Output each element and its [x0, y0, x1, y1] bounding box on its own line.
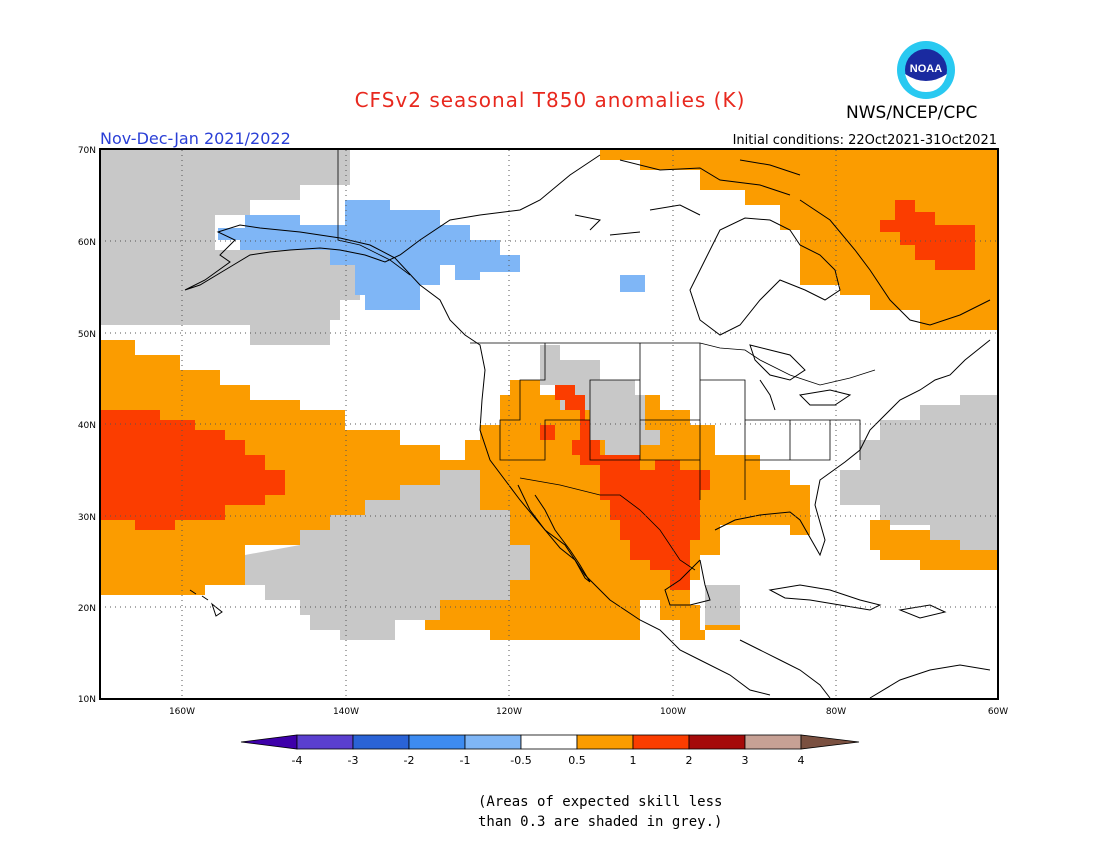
initial-conditions-label: Initial conditions: 22Oct2021-31Oct2021	[732, 133, 997, 148]
lat-label: 40N	[78, 421, 96, 431]
colorbar: -4 -3 -2 -1 -0.5 0.5 1 2 3 4	[240, 734, 860, 767]
colorbar-tick-label: -2	[404, 754, 415, 767]
colorbar-tick-label: -3	[348, 754, 359, 767]
coast-gulf-mexico	[664, 339, 991, 606]
us-mexico-border	[519, 477, 696, 571]
colorbar-cell	[408, 734, 466, 750]
grey-area-east-pacific	[245, 470, 530, 640]
organization-label: NWS/NCEP/CPC	[846, 103, 978, 123]
coast-baja	[517, 484, 591, 583]
anomaly-field	[100, 150, 998, 699]
coast-cuba	[768, 584, 947, 619]
blue-area-hudson	[620, 275, 645, 292]
map-frame	[99, 148, 999, 700]
red-area-southern-plains	[600, 455, 710, 590]
orange-area-arctic-canada	[600, 150, 998, 330]
map-title: CFSv2 seasonal T850 anomalies (K)	[354, 88, 746, 112]
lat-label: 60N	[78, 238, 96, 248]
us-state-lines	[499, 343, 861, 500]
coast-central-america	[739, 639, 831, 699]
lon-label: 160W	[169, 707, 195, 717]
red-area-southwest	[555, 385, 600, 465]
red-area-labrador	[880, 200, 975, 270]
colorbar-cell	[744, 734, 802, 750]
lon-label: 140W	[333, 707, 359, 717]
colorbar-tick-label: -1	[460, 754, 471, 767]
lon-label: 120W	[496, 707, 522, 717]
colorbar-high-arrow	[800, 734, 860, 750]
political-boundaries	[337, 150, 876, 571]
coast-labrador	[799, 199, 991, 326]
colorbar-cell	[296, 734, 354, 750]
noaa-logo: NOAA	[897, 41, 955, 99]
lat-label: 50N	[78, 330, 96, 340]
lat-label: 70N	[78, 146, 96, 156]
red-area-small	[540, 425, 555, 440]
grey-area-atlantic	[840, 395, 998, 560]
logo-text: NOAA	[910, 63, 942, 75]
coastlines	[184, 154, 991, 699]
longitude-labels: 160W 140W 120W 100W 80W 60W	[169, 707, 1008, 717]
lat-label: 10N	[78, 695, 96, 705]
colorbar-cell	[464, 734, 522, 750]
colorbar-tick-label: 3	[742, 754, 749, 767]
skill-note: (Areas of expected skill less than 0.3 a…	[478, 792, 738, 832]
blue-area-alaska	[218, 200, 520, 310]
colorbar-tick-label: -4	[292, 754, 303, 767]
us-canada-border	[470, 342, 876, 386]
coast-great-lakes	[749, 344, 852, 411]
skill-note-line: (Areas of expected skill less	[478, 794, 723, 810]
latitude-labels: 70N 60N 50N 40N 30N 20N 10N	[78, 146, 96, 705]
orange-area-caribbean	[870, 520, 998, 570]
colorbar-cell	[632, 734, 690, 750]
colorbar-tick-label: 2	[686, 754, 693, 767]
colorbar-cell	[520, 734, 578, 750]
coast-arctic-islands	[574, 159, 801, 236]
lon-label: 80W	[826, 707, 846, 717]
alaska-canada-border	[337, 150, 411, 276]
grey-area-plains	[540, 345, 660, 455]
grey-area-gulf	[705, 585, 740, 625]
lat-label: 30N	[78, 513, 96, 523]
period-label: Nov-Dec-Jan 2021/2022	[100, 129, 291, 148]
red-area-pacific	[100, 410, 285, 530]
colorbar-tick-label: 4	[798, 754, 805, 767]
grey-area-north-pacific	[100, 150, 360, 345]
colorbar-tick-label: 1	[630, 754, 637, 767]
lat-label: 20N	[78, 604, 96, 614]
colorbar-cell	[352, 734, 410, 750]
coast-south-america	[869, 664, 991, 699]
colorbar-tick-label: -0.5	[510, 754, 531, 767]
colorbar-cell	[576, 734, 634, 750]
skill-note-line: than 0.3 are shaded in grey.)	[478, 814, 723, 830]
colorbar-low-arrow	[240, 734, 298, 750]
colorbar-tick-label: 0.5	[568, 754, 586, 767]
lon-label: 60W	[988, 707, 1008, 717]
lon-label: 100W	[660, 707, 686, 717]
logo-wave	[905, 74, 947, 92]
coast-hudson-bay	[689, 217, 841, 336]
orange-area-pacific	[100, 340, 465, 595]
colorbar-cell	[688, 734, 746, 750]
coast-hawaii	[189, 589, 223, 617]
